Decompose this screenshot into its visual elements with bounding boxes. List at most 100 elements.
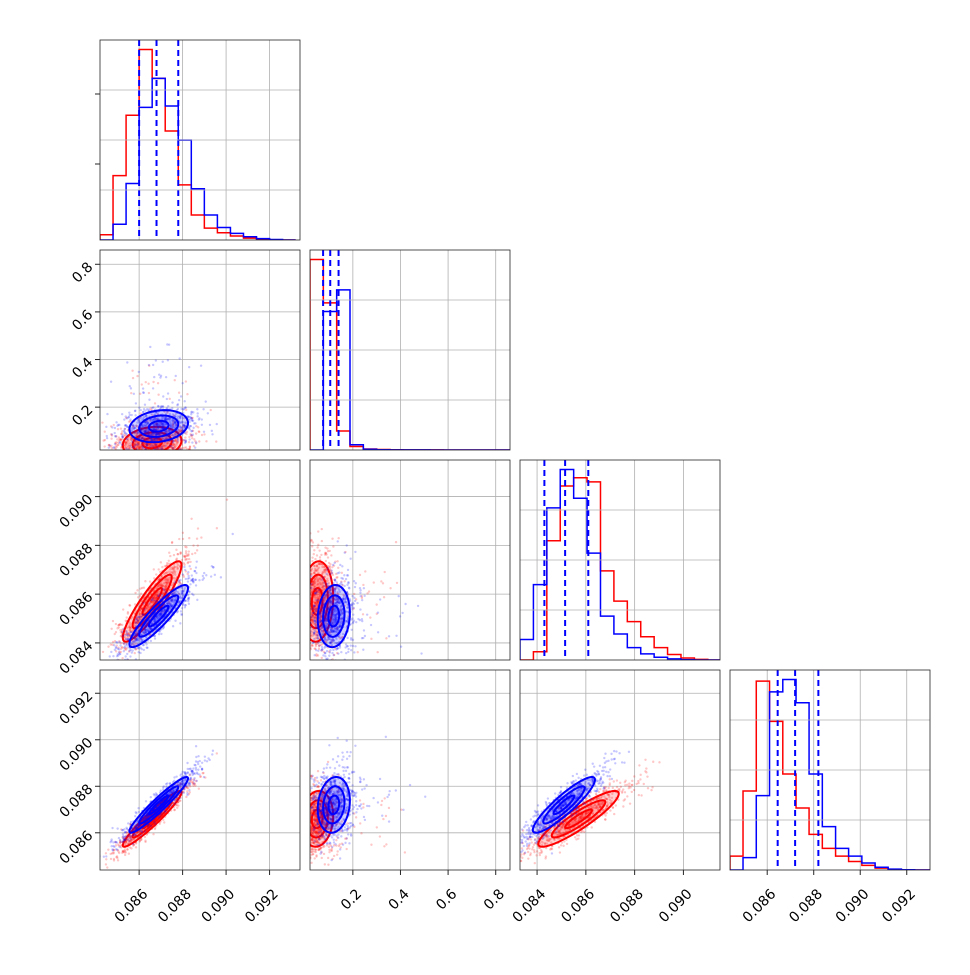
y-tick-label-param-2: 0.8 xyxy=(69,259,96,286)
scatter-point xyxy=(201,424,203,426)
scatter-point xyxy=(113,858,115,860)
scatter-point xyxy=(137,620,139,622)
scatter-point xyxy=(356,602,358,604)
scatter-point xyxy=(157,393,159,395)
scatter-point xyxy=(125,433,127,435)
scatter-point xyxy=(105,863,107,865)
scatter-point xyxy=(172,447,174,449)
scatter-point xyxy=(116,653,118,655)
scatter-point xyxy=(315,599,317,601)
scatter-point xyxy=(325,560,327,562)
y-tick-label-param-2: 0.4 xyxy=(69,355,96,382)
scatter-point xyxy=(180,408,182,410)
scatter-point xyxy=(183,566,185,568)
scatter-point xyxy=(128,411,130,413)
scatter-point xyxy=(158,633,160,635)
scatter-point xyxy=(111,668,113,670)
scatter-point xyxy=(341,583,343,585)
scatter-point xyxy=(165,591,167,593)
scatter-point xyxy=(101,421,103,423)
scatter-point xyxy=(117,859,119,861)
scatter-point xyxy=(139,618,141,620)
scatter-point xyxy=(207,412,209,414)
scatter-point xyxy=(158,374,160,376)
scatter-point xyxy=(202,772,204,774)
scatter-point xyxy=(232,533,234,535)
scatter-point xyxy=(187,580,189,582)
scatter-point xyxy=(326,583,328,585)
scatter-point xyxy=(134,652,136,654)
scatter-point xyxy=(127,611,129,613)
scatter-point xyxy=(321,578,323,580)
scatter-point xyxy=(202,575,204,577)
scatter-point xyxy=(363,629,365,631)
scatter-point xyxy=(317,650,319,652)
scatter-point xyxy=(340,651,342,653)
scatter-point xyxy=(398,595,400,597)
y-tick-label-param-3: 0.088 xyxy=(57,540,97,580)
scatter-point xyxy=(346,574,348,576)
scatter-point xyxy=(190,518,192,520)
scatter-point xyxy=(148,364,150,366)
scatter-point xyxy=(313,553,315,555)
scatter-point xyxy=(184,436,186,438)
scatter-point xyxy=(179,553,181,555)
scatter-point xyxy=(132,377,134,379)
scatter-point xyxy=(310,587,312,589)
scatter-point xyxy=(324,546,326,548)
scatter-point xyxy=(178,391,180,393)
scatter-point xyxy=(115,631,117,633)
scatter-point xyxy=(123,634,125,636)
scatter-point xyxy=(183,400,185,402)
scatter-point xyxy=(110,662,112,664)
scatter-point xyxy=(116,641,118,643)
scatter-point xyxy=(110,651,112,653)
scatter-point xyxy=(128,604,130,606)
scatter-point xyxy=(375,603,377,605)
scatter-point xyxy=(313,605,315,607)
scatter-point xyxy=(362,649,364,651)
scatter-point xyxy=(385,637,387,639)
scatter-point xyxy=(330,577,332,579)
scatter-point xyxy=(90,878,92,880)
scatter-point xyxy=(198,430,200,432)
scatter-point xyxy=(114,443,116,445)
scatter-point xyxy=(384,571,386,573)
scatter-point xyxy=(115,435,117,437)
scatter-point xyxy=(119,644,121,646)
scatter-point xyxy=(159,447,161,449)
scatter-point xyxy=(131,446,133,448)
scatter-point xyxy=(167,359,169,361)
scatter-point xyxy=(172,625,174,627)
scatter-point xyxy=(322,576,324,578)
scatter-point xyxy=(353,603,355,605)
scatter-point xyxy=(379,598,381,600)
scatter-point xyxy=(112,641,114,643)
scatter-point xyxy=(197,544,199,546)
scatter-point xyxy=(189,583,191,585)
scatter-point xyxy=(181,382,183,384)
scatter-point xyxy=(186,393,188,395)
scatter-point xyxy=(171,407,173,409)
scatter-point xyxy=(135,846,137,848)
scatter-point xyxy=(155,444,157,446)
scatter-point xyxy=(197,527,199,529)
scatter-point xyxy=(354,586,356,588)
scatter-point xyxy=(189,561,191,563)
scatter-point xyxy=(198,788,200,790)
scatter-point xyxy=(97,433,99,435)
scatter-point xyxy=(112,620,114,622)
scatter-point xyxy=(420,652,422,654)
scatter-point xyxy=(177,403,179,405)
scatter-point xyxy=(337,567,339,569)
histogram-run-a-param-2 xyxy=(310,290,510,450)
scatter-point xyxy=(129,655,131,657)
scatter-point xyxy=(129,444,131,446)
scatter-point xyxy=(216,423,218,425)
scatter-point xyxy=(198,579,200,581)
scatter-point xyxy=(195,441,197,443)
scatter-point xyxy=(313,629,315,631)
scatter-point xyxy=(353,580,355,582)
scatter-point xyxy=(155,359,157,361)
scatter-point xyxy=(121,631,123,633)
